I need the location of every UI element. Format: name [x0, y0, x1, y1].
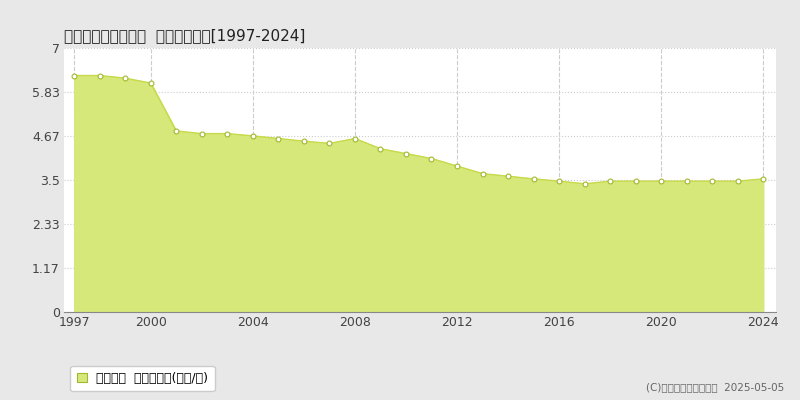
- Text: 磯谷郡蘭越町蘭越町  基準地価推移[1997-2024]: 磯谷郡蘭越町蘭越町 基準地価推移[1997-2024]: [64, 28, 306, 43]
- Text: (C)土地価格ドットコム  2025-05-05: (C)土地価格ドットコム 2025-05-05: [646, 382, 784, 392]
- Legend: 基準地価  平均坪単価(万円/坪): 基準地価 平均坪単価(万円/坪): [70, 366, 214, 391]
